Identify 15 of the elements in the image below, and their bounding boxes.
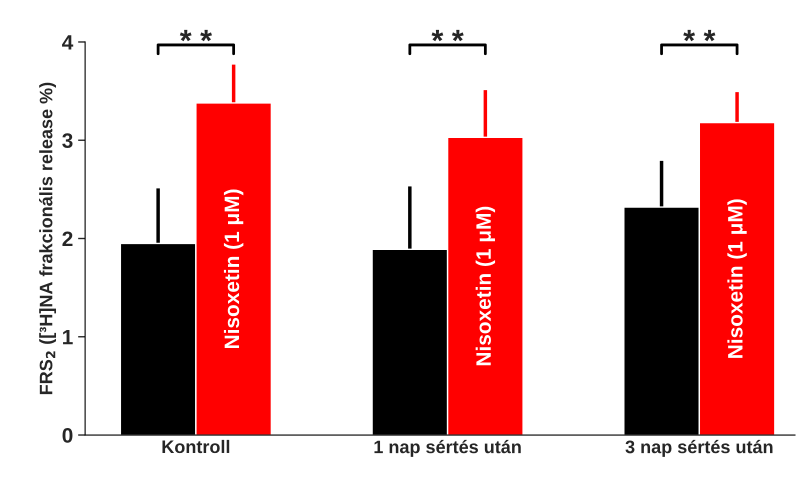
x-tick-label: 1 nap sértés után — [374, 440, 521, 457]
y-tick-label: 3 — [62, 133, 73, 148]
x-tick-label: Kontroll — [162, 440, 230, 454]
text: * * — [180, 30, 212, 42]
y-axis-title: FRS$_{2}$ ([³H]NA frakcionális release %) — [39, 82, 56, 394]
series-label: Nisoxetin (1 μM) — [224, 190, 244, 348]
x-tick-label: 3 nap sértés után — [625, 440, 772, 457]
text: Nisoxetin (1 μM) — [727, 199, 747, 358]
y-tick-label: 2 — [62, 232, 72, 246]
y-tick-label: 4 — [62, 35, 74, 50]
y-tick-label: 0 — [62, 428, 72, 443]
text: * * — [683, 30, 716, 42]
text: Nisoxetin (1 μM) — [476, 206, 496, 366]
y-tick-label: 1 — [63, 330, 73, 344]
text: * * — [432, 30, 464, 42]
